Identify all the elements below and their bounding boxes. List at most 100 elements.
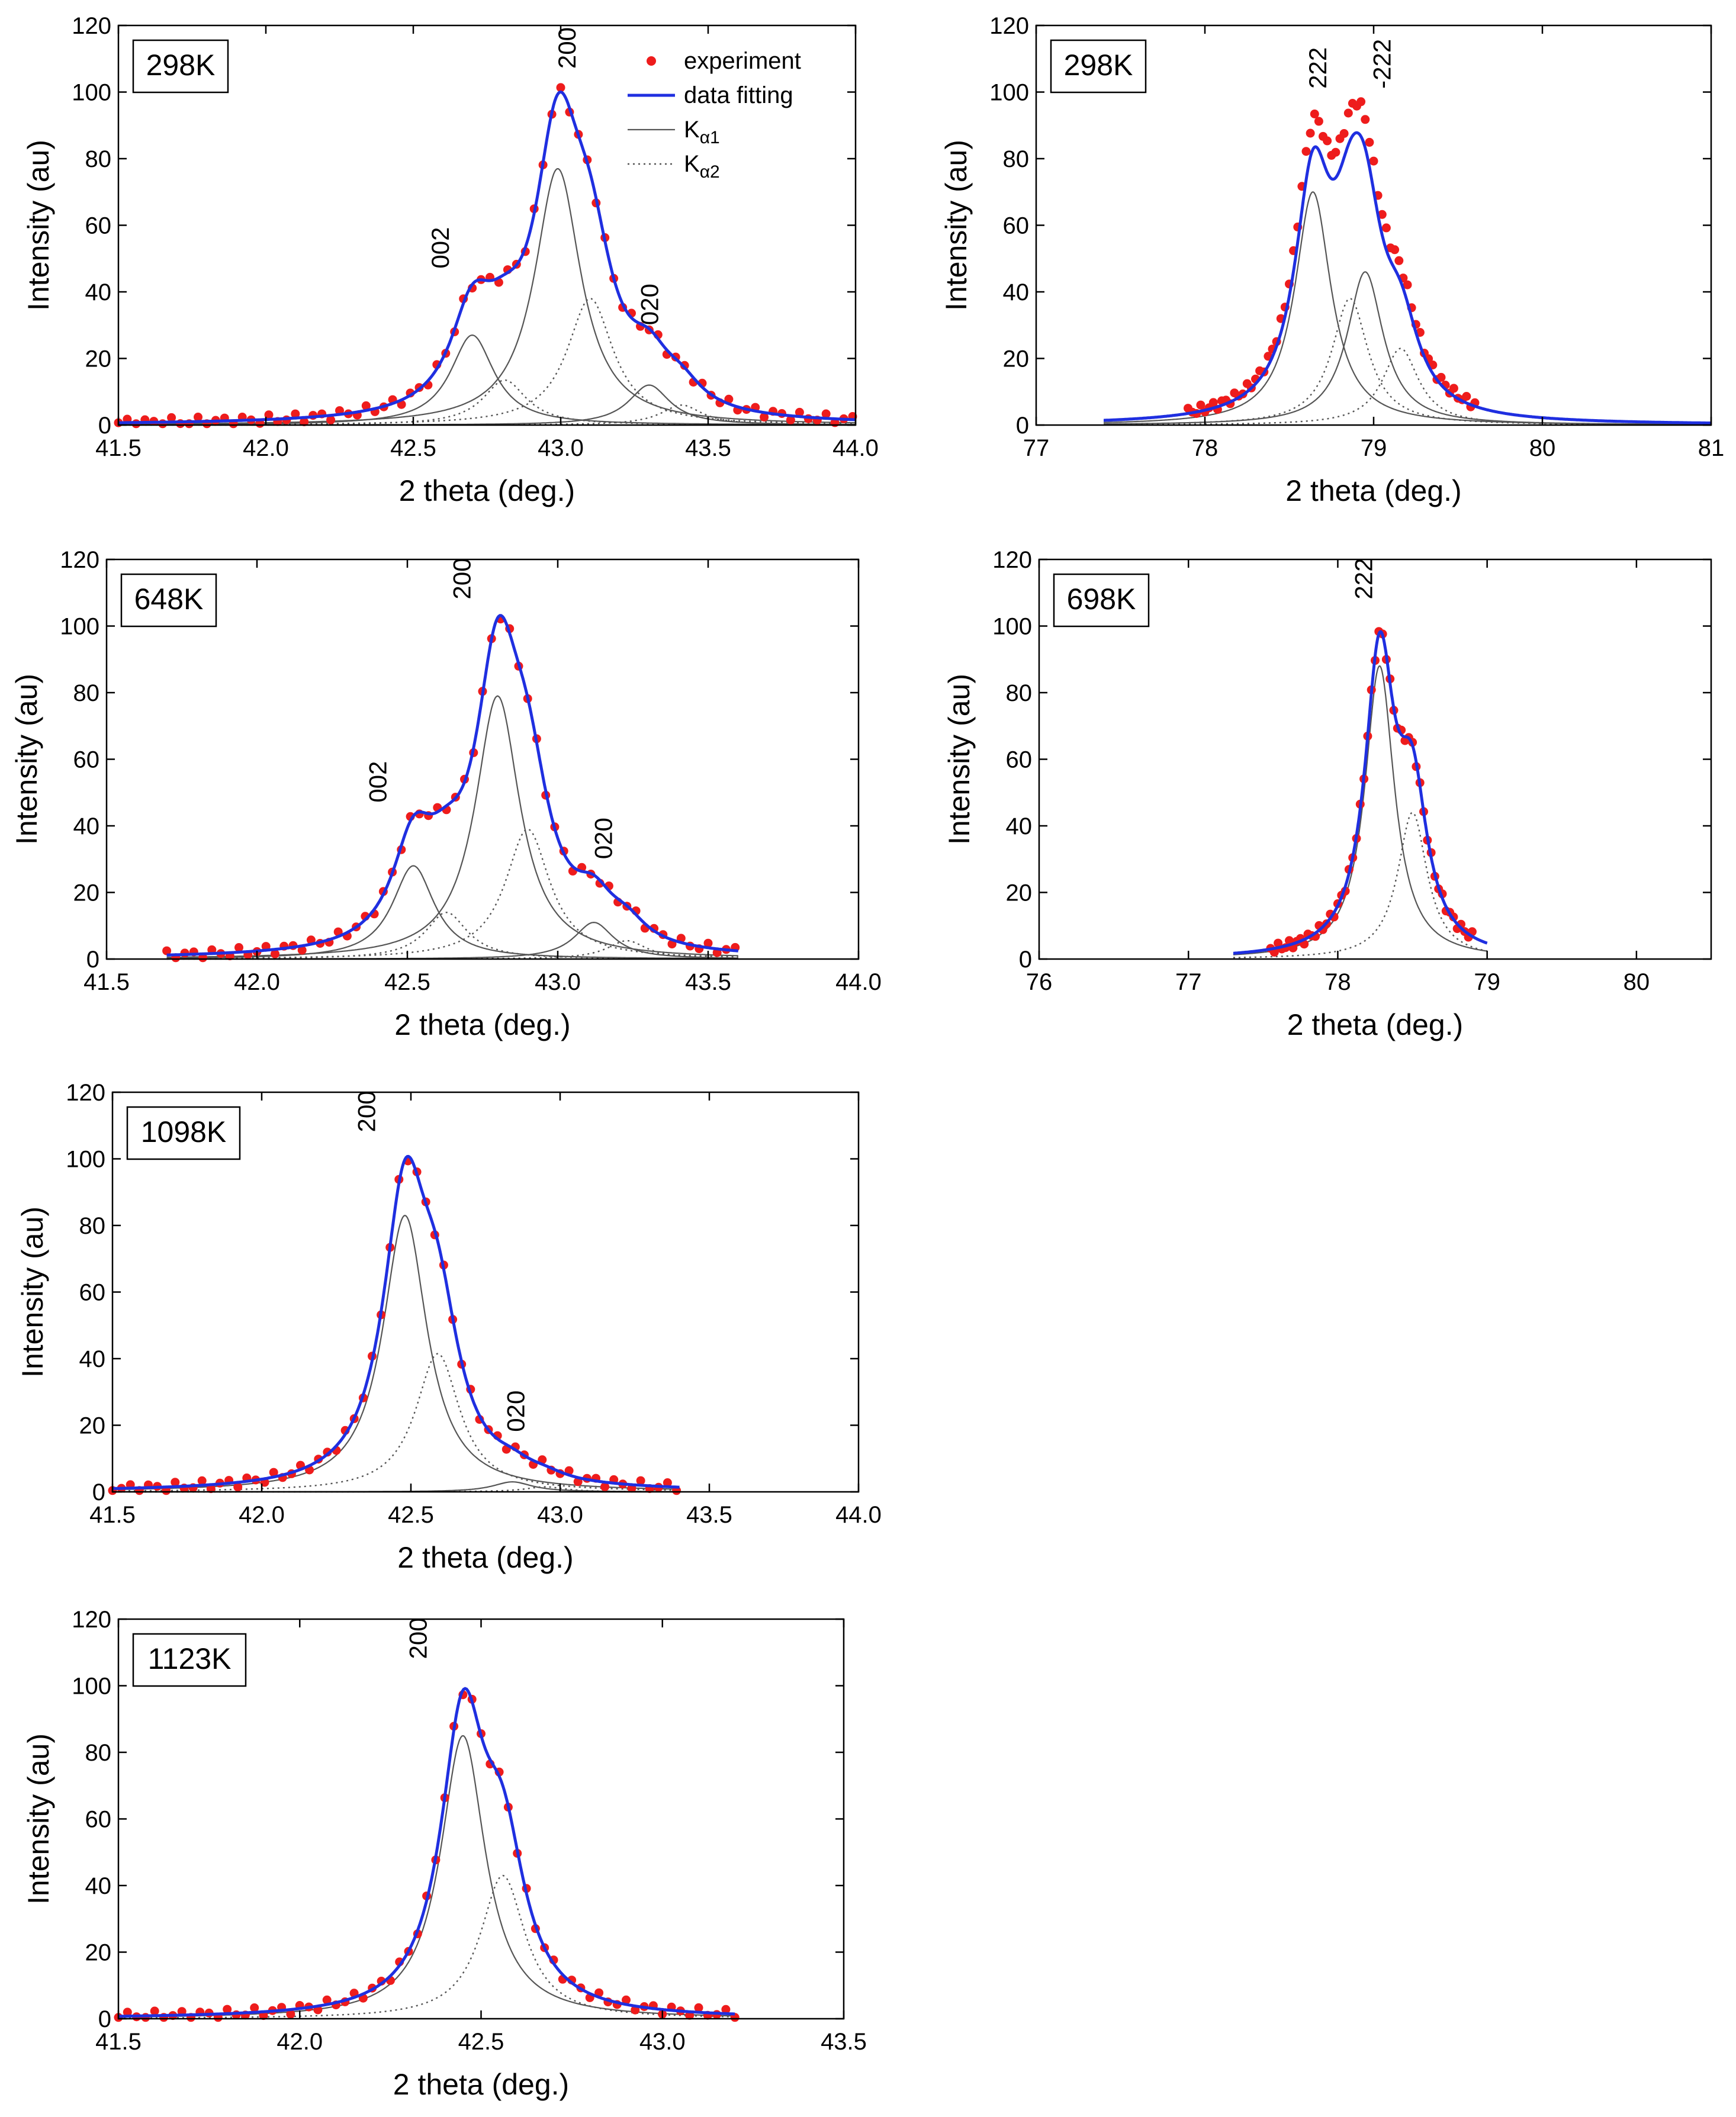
- experiment-point: [786, 415, 795, 424]
- y-tick-label: 20: [85, 346, 112, 372]
- experiment-point: [694, 2003, 703, 2012]
- y-tick-label: 60: [73, 747, 100, 773]
- chart-panel-5: 41.5 42.0 42.5 43.0 43.5 44.00204060801001202…: [16, 1080, 882, 1574]
- experiment-point: [162, 946, 172, 955]
- x-tick-label: 43.0: [639, 2029, 686, 2055]
- experiment-point: [326, 415, 336, 424]
- x-axis-label: 2 theta (deg.): [393, 2068, 569, 2101]
- experiment-point: [1436, 372, 1446, 382]
- experiment-points: [1184, 97, 1480, 418]
- y-tick-label: 20: [1003, 346, 1030, 372]
- x-tick-label: 81: [1698, 435, 1725, 461]
- fit-curve: [166, 614, 739, 957]
- plot-area: [114, 1687, 740, 2022]
- x-tick-label: 41.5: [95, 435, 142, 461]
- fit-curve: [112, 1154, 680, 1490]
- y-tick-label: 60: [79, 1280, 106, 1306]
- peak-label-222: 222: [1349, 558, 1377, 599]
- plot-area: [114, 83, 857, 429]
- temperature-label: 698K: [1067, 583, 1136, 616]
- peak-label-020: 020: [635, 284, 663, 325]
- experiment-points: [114, 83, 857, 429]
- experiment-point: [795, 407, 804, 417]
- y-axis-label: Intensity (au): [22, 140, 55, 311]
- temperature-box: 1123K: [132, 1633, 247, 1687]
- experiment-point: [636, 1476, 645, 1485]
- y-tick-label: 120: [989, 13, 1029, 39]
- peak-label-020: 020: [589, 818, 617, 859]
- experiment-point: [271, 949, 279, 958]
- y-tick-label: 100: [989, 80, 1029, 106]
- experiment-point: [760, 413, 769, 422]
- experiment-point: [1208, 398, 1218, 407]
- y-tick-label: 120: [72, 13, 111, 39]
- y-axis-label: Intensity (au): [16, 1207, 49, 1378]
- x-tick-label: 79: [1474, 969, 1500, 995]
- x-tick-label: 42.5: [388, 1502, 434, 1528]
- experiment-point: [1365, 137, 1374, 147]
- peak-label-200: 200: [448, 558, 476, 599]
- chart-panel-1: 41.5 42.0 42.5 43.0 43.5 44.00204060801001202…: [22, 13, 879, 507]
- ka2-component-020: [166, 940, 738, 960]
- experiment-point: [291, 409, 300, 419]
- y-tick-label: 20: [73, 880, 100, 906]
- y-tick-label: 100: [72, 80, 111, 106]
- experiment-point: [1310, 110, 1319, 118]
- experiment-point: [150, 2006, 159, 2016]
- experiment-point: [1449, 384, 1458, 393]
- y-axis-label: Intensity (au): [10, 674, 43, 845]
- y-tick-label: 0: [1016, 413, 1029, 439]
- plot-area: [108, 1154, 681, 1495]
- plot-area: [1233, 627, 1488, 958]
- x-tick-label: 76: [1026, 969, 1053, 995]
- y-tick-label: 120: [66, 1080, 105, 1106]
- fit-curve: [1104, 131, 1711, 425]
- ka2-prefix: K: [684, 151, 700, 177]
- x-tick-label: 77: [1175, 969, 1202, 995]
- x-tick-label: 43.5: [685, 969, 731, 995]
- ka1-component-200: [166, 695, 738, 958]
- ka2-component-200: [166, 828, 738, 959]
- experiment-point: [300, 417, 309, 426]
- x-tick-label: 42.0: [239, 1502, 285, 1528]
- x-tick-label: 43.0: [535, 969, 581, 995]
- temperature-box: 1098K: [126, 1106, 241, 1160]
- ka2-component-200: [112, 1353, 680, 1492]
- x-tick-label: 43.5: [686, 1502, 732, 1528]
- peak-label-200: 200: [353, 1090, 381, 1132]
- experiment-point: [1314, 117, 1323, 126]
- y-tick-label: 100: [992, 614, 1032, 640]
- y-tick-label: 0: [98, 413, 111, 439]
- experiment-point: [250, 2003, 259, 2012]
- ka1-prefix: K: [684, 117, 700, 143]
- y-tick-label: 100: [60, 614, 99, 640]
- experiment-point: [1394, 256, 1404, 265]
- ka1-component-002: [166, 865, 738, 960]
- fit-curve: [118, 90, 856, 424]
- experiment-point: [194, 413, 202, 422]
- y-tick-label: 20: [79, 1413, 106, 1439]
- x-tick-label: 78: [1192, 435, 1219, 461]
- y-tick-label: 60: [85, 213, 112, 239]
- temperature-label: 648K: [134, 583, 204, 616]
- y-tick-label: 60: [1003, 213, 1030, 239]
- experiment-point: [622, 1995, 631, 2005]
- experiment-point: [322, 1995, 332, 2005]
- experiment-point: [1196, 400, 1205, 410]
- experiment-point: [821, 409, 831, 419]
- legend-ka1-label: Kα1: [684, 117, 720, 147]
- chart-panel-3: 41.5 42.0 42.5 43.0 43.5 44.00204060801001202…: [10, 547, 882, 1041]
- x-tick-label: 41.5: [95, 2029, 142, 2055]
- y-tick-label: 40: [1006, 813, 1033, 839]
- y-tick-label: 20: [85, 1940, 112, 1966]
- experiment-point: [1403, 280, 1412, 289]
- peak-label-200: 200: [553, 27, 581, 69]
- x-tick-label: 42.0: [277, 2029, 323, 2055]
- experiment-point: [1356, 97, 1366, 107]
- y-tick-label: 120: [72, 1607, 111, 1633]
- y-tick-label: 0: [98, 2006, 111, 2032]
- legend-experiment-label: experiment: [684, 48, 801, 74]
- x-axis-label: 2 theta (deg.): [399, 474, 575, 507]
- y-axis-label: Intensity (au): [22, 1733, 55, 1904]
- x-tick-label: 80: [1529, 435, 1556, 461]
